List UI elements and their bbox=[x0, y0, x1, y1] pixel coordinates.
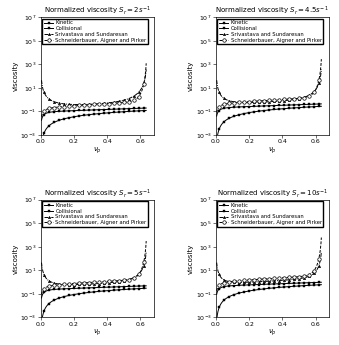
Legend: Kinetic, Collisional, Srivastava and Sundaresan, Schneiderbauer, Aigner and Pirk: Kinetic, Collisional, Srivastava and Sun… bbox=[42, 19, 148, 45]
Title: Normalized viscosity $S_r = 5s^{-1}$: Normalized viscosity $S_r = 5s^{-1}$ bbox=[44, 187, 151, 200]
Y-axis label: viscosity: viscosity bbox=[188, 61, 194, 91]
Legend: Kinetic, Collisional, Srivastava and Sundaresan, Schneiderbauer, Aigner and Pirk: Kinetic, Collisional, Srivastava and Sun… bbox=[217, 19, 323, 45]
Legend: Kinetic, Collisional, Srivastava and Sundaresan, Schneiderbauer, Aigner and Pirk: Kinetic, Collisional, Srivastava and Sun… bbox=[42, 201, 148, 227]
Title: Normalized viscosity $S_r = 4.5s^{-1}$: Normalized viscosity $S_r = 4.5s^{-1}$ bbox=[216, 5, 329, 17]
Y-axis label: viscosity: viscosity bbox=[13, 243, 19, 274]
Y-axis label: viscosity: viscosity bbox=[13, 61, 19, 91]
Y-axis label: viscosity: viscosity bbox=[188, 243, 194, 274]
Legend: Kinetic, Collisional, Srivastava and Sundaresan, Schneiderbauer, Aigner and Pirk: Kinetic, Collisional, Srivastava and Sun… bbox=[217, 201, 323, 227]
X-axis label: $\nu_p$: $\nu_p$ bbox=[93, 146, 102, 156]
X-axis label: $\nu_p$: $\nu_p$ bbox=[93, 328, 102, 338]
X-axis label: $\nu_p$: $\nu_p$ bbox=[268, 146, 277, 156]
X-axis label: $\nu_p$: $\nu_p$ bbox=[268, 328, 277, 338]
Title: Normalized viscosity $S_r = 2s^{-1}$: Normalized viscosity $S_r = 2s^{-1}$ bbox=[44, 5, 151, 17]
Title: Normalized viscosity $S_r = 10s^{-1}$: Normalized viscosity $S_r = 10s^{-1}$ bbox=[217, 187, 328, 200]
